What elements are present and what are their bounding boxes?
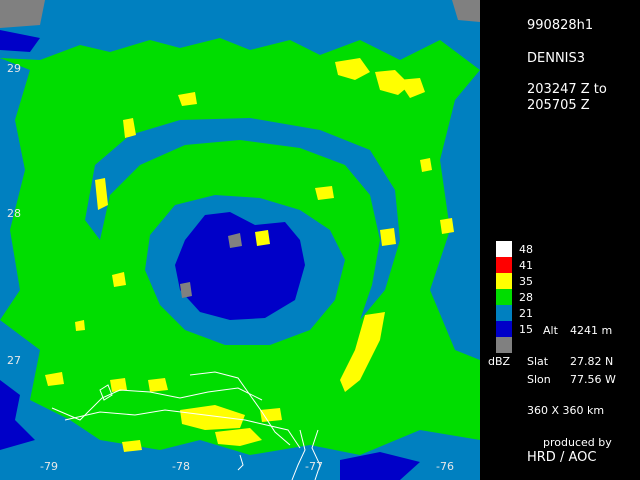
lat-tick-27: 27 xyxy=(7,354,21,367)
slat-label: Slat xyxy=(527,355,549,368)
produced-by: produced by xyxy=(543,436,612,449)
lon-tick-78: -78 xyxy=(172,460,190,473)
units-label: dBZ xyxy=(488,355,511,368)
no-echo-areas xyxy=(0,0,480,298)
legend-label: 41 xyxy=(519,259,533,272)
legend-swatch xyxy=(496,241,512,257)
slat-value: 27.82 N xyxy=(570,355,614,368)
time-end: 205705 Z xyxy=(527,98,590,113)
domain-size: 360 X 360 km xyxy=(527,404,605,417)
echo-region-21-bottom xyxy=(0,320,480,480)
lat-tick-28: 28 xyxy=(7,207,21,220)
echo-region-21-spiral xyxy=(85,118,400,320)
echo-region-15-n xyxy=(0,30,40,52)
lon-tick-77: -77 xyxy=(305,460,323,473)
echo-region-15-sw xyxy=(0,380,35,450)
echo-cells-35 xyxy=(45,58,454,452)
time-start: 203247 Z to xyxy=(527,82,607,97)
legend-label: 35 xyxy=(519,275,533,288)
alt-label: Alt xyxy=(543,324,558,337)
legend-swatch xyxy=(496,289,512,305)
lat-tick-29: 29 xyxy=(7,62,21,75)
echo-region-21-left xyxy=(0,58,30,320)
flight-id: 990828h1 xyxy=(527,18,594,33)
slon-label: Slon xyxy=(527,373,551,386)
legend-swatch xyxy=(496,257,512,273)
echo-region-21-right xyxy=(430,70,480,360)
legend-label: 21 xyxy=(519,307,533,320)
legend-label: 48 xyxy=(519,243,533,256)
legend-swatch xyxy=(496,337,512,353)
echo-region-15-s xyxy=(340,452,420,480)
legend-swatch xyxy=(496,305,512,321)
info-panel: 990828h1 DENNIS3 203247 Z to 205705 Z Al… xyxy=(480,0,640,480)
legend-swatch xyxy=(496,321,512,337)
lon-tick-79: -79 xyxy=(40,460,58,473)
legend-label: 15 xyxy=(519,323,533,336)
alt-value: 4241 m xyxy=(570,324,613,337)
slon-value: 77.56 W xyxy=(570,373,616,386)
legend-swatch xyxy=(496,273,512,289)
producer: HRD / AOC xyxy=(527,450,597,465)
echo-region-21-top xyxy=(0,0,480,70)
lon-tick-76: -76 xyxy=(436,460,454,473)
radar-reflectivity-map: 29 28 27 -79 -78 -77 -76 xyxy=(0,0,480,480)
coastline xyxy=(51,371,321,480)
legend-label: 28 xyxy=(519,291,533,304)
echo-region-15-eye xyxy=(175,212,305,320)
storm-name: DENNIS3 xyxy=(527,51,586,66)
